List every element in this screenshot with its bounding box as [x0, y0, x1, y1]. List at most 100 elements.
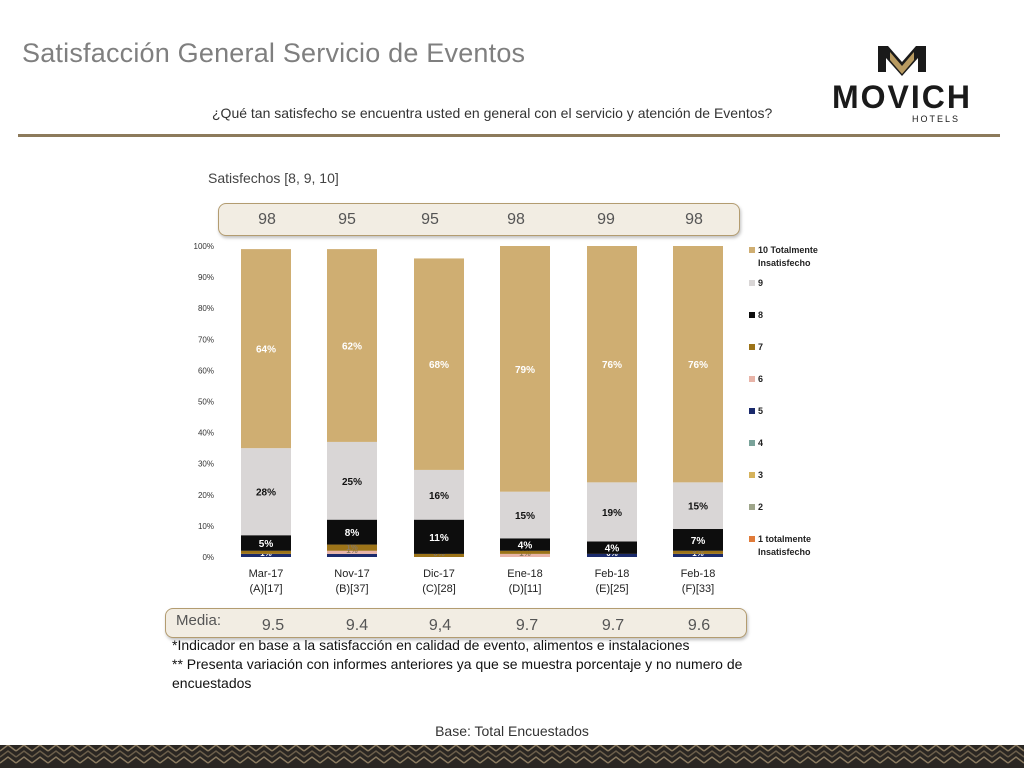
- y-tick-label: 20%: [198, 491, 214, 500]
- bar-segment: [500, 538, 550, 551]
- x-category-sublabel: (D)[11]: [509, 583, 542, 595]
- media-label: Media:: [176, 612, 222, 629]
- movich-m-logo-icon: [878, 46, 926, 76]
- legend-swatch: [749, 440, 755, 446]
- bar-data-label: 11%: [429, 533, 449, 544]
- base-note: Base: Total Encuestados: [435, 723, 589, 739]
- bar-segment: [327, 553, 377, 557]
- bar-segment: [500, 553, 550, 557]
- bar-segment: [673, 529, 723, 551]
- bar-data-label: 15%: [515, 511, 535, 522]
- bar-data-label: 62%: [342, 342, 362, 353]
- bar-data-label: 8%: [345, 528, 360, 539]
- x-category-sublabel: (B)[37]: [335, 583, 368, 595]
- y-tick-label: 30%: [198, 460, 214, 469]
- footnotes: *Indicador en base a la satisfacción en …: [172, 636, 812, 693]
- bar-segment: [327, 519, 377, 545]
- x-category-label: Ene-18: [507, 568, 542, 580]
- x-category-label: Feb-18: [681, 568, 716, 580]
- satisfied-score: 99: [597, 211, 615, 228]
- bar-segment: [500, 246, 550, 492]
- legend-label: 10 Totalmente: [758, 245, 818, 255]
- logo-sub: HOTELS: [912, 114, 960, 124]
- satisfied-label: Satisfechos [8, 9, 10]: [208, 170, 339, 186]
- media-value: 9,4: [428, 617, 452, 634]
- legend-label: 2: [758, 502, 763, 512]
- logo-brand: MOVICH: [832, 79, 972, 115]
- bar-segment: [673, 553, 723, 557]
- y-tick-label: 80%: [198, 304, 214, 313]
- bar-data-label: 28%: [256, 488, 276, 499]
- legend-label: 4: [758, 438, 763, 448]
- media-value: 9.7: [601, 617, 625, 634]
- y-tick-label: 10%: [198, 522, 214, 531]
- y-tick-label: 100%: [194, 242, 214, 251]
- legend-label: 1 totalmente: [758, 534, 811, 544]
- legend-label: 9: [758, 278, 763, 288]
- bar-data-label: 68%: [429, 360, 449, 371]
- bar-segment: [500, 491, 550, 539]
- bar-segment: [587, 482, 637, 542]
- bar-segment: [241, 550, 291, 554]
- bar-data-label: 76%: [602, 360, 622, 371]
- satisfied-score: 95: [421, 211, 439, 228]
- bar-data-label: 25%: [342, 477, 362, 488]
- legend-swatch: [749, 247, 755, 253]
- legend-swatch: [749, 408, 755, 414]
- satisfied-scores-box: 98 95 95 98 99 98: [218, 203, 740, 236]
- bar-data-label: 19%: [602, 508, 622, 519]
- legend-swatch: [749, 504, 755, 510]
- bar-segment: [241, 553, 291, 557]
- bar-segment: [500, 550, 550, 554]
- page-title: Satisfacción General Servicio de Eventos: [22, 38, 526, 68]
- media-box: Media: 9.5 9.4 9,4 9.7 9.7 9.6: [165, 608, 747, 638]
- media-value: 9.6: [687, 617, 711, 634]
- x-category-label: Mar-17: [249, 568, 284, 580]
- bar-segment: [241, 535, 291, 551]
- legend-swatch: [749, 312, 755, 318]
- bar-segment: [327, 441, 377, 520]
- bar-data-label: 79%: [515, 365, 535, 376]
- bar-data-label: 4%: [518, 541, 533, 552]
- y-tick-label: 60%: [198, 366, 214, 375]
- bar-data-label: 76%: [688, 360, 708, 371]
- bar-segment: [673, 482, 723, 530]
- bar-segment: [414, 553, 464, 557]
- bar-data-label: 16%: [429, 491, 449, 502]
- bar-segment: [327, 550, 377, 554]
- media-value: 9.4: [345, 617, 369, 634]
- bar-segment: [587, 541, 637, 554]
- bar-segment: [587, 246, 637, 483]
- satisfied-score: 95: [338, 211, 356, 228]
- satisfied-score: 98: [258, 211, 276, 228]
- bar-data-label: 64%: [256, 345, 276, 356]
- legend-swatch: [749, 376, 755, 382]
- bar-segment: [673, 246, 723, 483]
- legend-label: 6: [758, 374, 763, 384]
- legend-label: 3: [758, 470, 763, 480]
- footnote: *Indicador en base a la satisfacción en …: [172, 637, 690, 653]
- x-category-sublabel: (A)[17]: [249, 583, 282, 595]
- footnote: ** Presenta variación con informes anter…: [172, 656, 743, 691]
- legend-label: Insatisfecho: [758, 258, 811, 268]
- x-category-sublabel: (E)[25]: [595, 583, 628, 595]
- satisfied-score: 98: [507, 211, 525, 228]
- legend-label: 8: [758, 310, 763, 320]
- media-value: 9.7: [515, 617, 539, 634]
- legend-swatch: [749, 280, 755, 286]
- media-value: 9.5: [261, 617, 285, 634]
- bar-segment: [414, 519, 464, 554]
- satisfied-score: 98: [685, 211, 703, 228]
- legend-label: Insatisfecho: [758, 547, 811, 557]
- legend-label: 7: [758, 342, 763, 352]
- survey-question: ¿Qué tan satisfecho se encuentra usted e…: [212, 105, 773, 121]
- bar-segment: [327, 249, 377, 442]
- legend-label: 5: [758, 406, 763, 416]
- legend-swatch: [749, 344, 755, 350]
- x-category-sublabel: (C)[28]: [422, 583, 456, 595]
- bar-data-label: 5%: [259, 539, 274, 550]
- x-category-label: Dic-17: [423, 568, 455, 580]
- bar-segment: [414, 469, 464, 520]
- y-tick-label: 90%: [198, 273, 214, 282]
